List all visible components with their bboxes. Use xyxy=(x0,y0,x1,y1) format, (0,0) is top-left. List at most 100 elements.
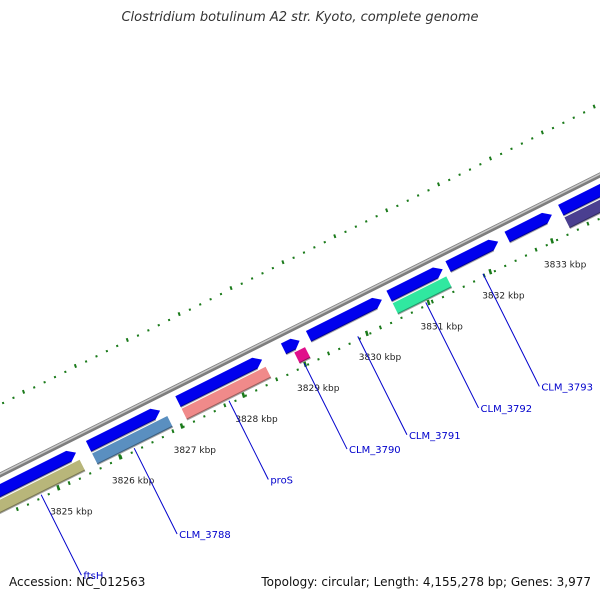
grid-dot xyxy=(281,260,285,265)
grid-dot xyxy=(182,425,185,429)
grid-dot xyxy=(410,311,414,314)
grid-dot xyxy=(327,351,331,356)
grid-dot xyxy=(250,277,254,280)
grid-dot xyxy=(597,217,600,221)
cds-track xyxy=(0,183,600,499)
feature-track xyxy=(0,199,600,515)
cds-arrow-6-shape xyxy=(445,239,499,272)
grid-dot xyxy=(400,316,403,320)
feature-block-5 xyxy=(392,276,453,315)
grid-dot xyxy=(313,246,316,249)
grid-dot xyxy=(84,360,88,363)
grid-dot xyxy=(358,337,362,340)
feature-block-7-shadow xyxy=(569,211,600,230)
grid-dot xyxy=(348,342,351,346)
cds-arrow-3-shape xyxy=(280,338,300,355)
cds-arrow-0-shadow xyxy=(0,460,73,499)
feature-block-0 xyxy=(0,459,86,515)
grid-dot xyxy=(551,126,555,130)
grid-dot xyxy=(468,168,472,171)
cds-arrow-0 xyxy=(0,450,76,499)
feature-block-7 xyxy=(564,199,600,230)
grid-dot xyxy=(592,104,596,109)
kbp-tick xyxy=(56,484,61,491)
map-title: Clostridium botulinum A2 str. Kyoto, com… xyxy=(121,10,479,25)
gene-leader-line xyxy=(303,362,348,450)
kbp-tick xyxy=(118,453,122,460)
grid-dot xyxy=(99,466,102,470)
grid-dot xyxy=(406,199,409,202)
grid-dot xyxy=(254,389,258,392)
grid-dot xyxy=(234,399,237,403)
grid-dot xyxy=(323,240,326,244)
outer-grid-dots xyxy=(1,104,596,405)
feature-block-5-shadow xyxy=(397,286,453,315)
kbp-tick-label: 3832 kbp xyxy=(482,292,525,302)
grid-dot xyxy=(499,152,503,156)
grid-dot xyxy=(369,332,372,335)
gene-leader-line xyxy=(357,336,408,435)
kbp-tick-label: 3825 kbp xyxy=(50,508,93,518)
grid-dot xyxy=(306,363,310,366)
grid-dot xyxy=(427,189,430,192)
cds-arrow-8 xyxy=(558,183,600,217)
grid-dot xyxy=(302,251,306,254)
grid-dot xyxy=(271,266,275,270)
grid-dot xyxy=(472,280,476,283)
grid-dot xyxy=(192,420,196,423)
feature-block-2 xyxy=(181,366,272,421)
grid-dot xyxy=(375,214,378,218)
grid-dot xyxy=(333,234,337,239)
grid-dot xyxy=(95,355,98,358)
cds-arrow-8-shape xyxy=(558,183,600,216)
feature-block-1 xyxy=(92,416,174,466)
cds-arrow-1-shadow xyxy=(90,418,157,453)
grid-dot xyxy=(15,506,19,512)
gene-leader-line xyxy=(40,494,82,576)
cds-arrow-3-shadow xyxy=(285,348,297,356)
grid-dot xyxy=(488,156,492,161)
grid-dot xyxy=(140,446,144,449)
grid-dot xyxy=(209,297,212,301)
gene-label: CLM_3792 xyxy=(481,404,533,415)
gene-leader-line xyxy=(425,302,479,409)
grid-dot xyxy=(167,318,171,322)
cds-arrow-6 xyxy=(445,239,499,273)
feature-block-2-shadow xyxy=(186,376,272,421)
gene-leader-line xyxy=(133,447,178,535)
feature-block-0-shape xyxy=(0,459,85,514)
gene-label: CLM_3788 xyxy=(179,530,231,541)
grid-dot xyxy=(115,344,119,348)
grid-dot xyxy=(447,178,451,182)
grid-dot xyxy=(545,243,548,247)
grid-dot xyxy=(510,147,513,151)
kbp-tick-label: 3827 kbp xyxy=(174,446,217,456)
kbp-tick-label: 3833 kbp xyxy=(544,261,587,271)
grid-dot xyxy=(136,334,140,337)
cds-arrow-7-shadow xyxy=(509,222,548,244)
gene-label: ftsH xyxy=(83,571,103,582)
grid-dot xyxy=(493,269,497,273)
grid-dot xyxy=(78,477,82,480)
grid-dot xyxy=(420,306,424,309)
grid-dot xyxy=(378,325,382,330)
kbp-tick xyxy=(364,330,369,337)
genome-summary-text: Topology: circular; Length: 4,155,278 bp… xyxy=(261,575,591,589)
grid-dot xyxy=(385,208,389,213)
kbp-tick xyxy=(550,237,554,244)
cds-arrow-2-shape xyxy=(175,357,263,407)
cds-arrow-5-shadow xyxy=(391,277,439,303)
grid-dot xyxy=(286,373,289,377)
kbp-tick xyxy=(426,299,431,306)
grid-dot xyxy=(441,295,445,299)
grid-dot xyxy=(161,435,165,439)
kbp-tick-label: 3826 kbp xyxy=(112,477,155,487)
kbp-ticks: 3825 kbp 3826 kbp 3827 kbp 3828 kbp 3829 kbp… xyxy=(50,237,587,518)
accession-text: Accession: NC_012563 xyxy=(9,575,146,589)
gene-label: CLM_3791 xyxy=(409,431,461,442)
grid-dot xyxy=(416,194,420,197)
grid-dot xyxy=(462,285,465,288)
grid-dot xyxy=(32,386,36,389)
grid-dot xyxy=(586,221,590,226)
